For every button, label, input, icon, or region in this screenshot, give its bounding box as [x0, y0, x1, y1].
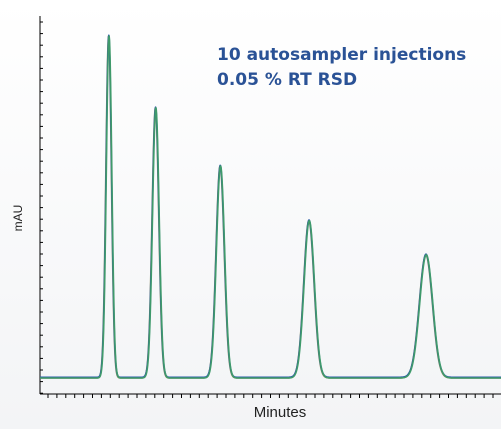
annotation-rsd: 0.05 % RT RSD: [217, 70, 358, 90]
x-axis-label: Minutes: [253, 404, 307, 421]
chart-traces: [39, 34, 501, 379]
trace-injection-b: [39, 35, 501, 379]
annotation-injections: 10 autosampler injections: [217, 45, 467, 65]
chart-axes: [39, 16, 501, 398]
y-axis-label: mAU: [11, 204, 25, 232]
